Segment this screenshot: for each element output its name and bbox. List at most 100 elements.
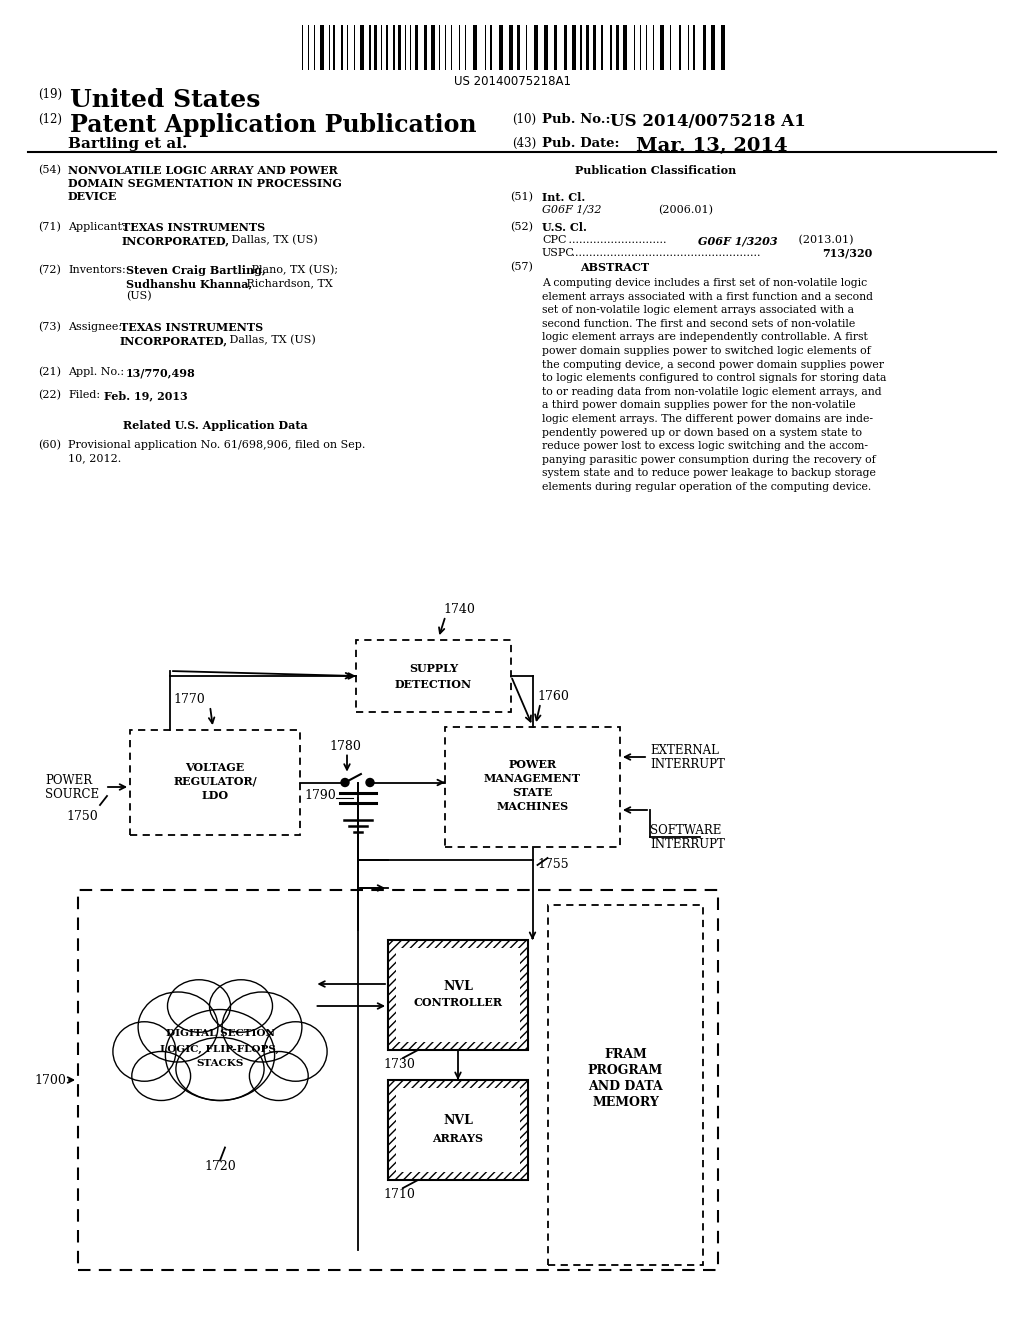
Text: Provisional application No. 61/698,906, filed on Sep.: Provisional application No. 61/698,906, … xyxy=(68,440,366,450)
Text: INCORPORATED,: INCORPORATED, xyxy=(122,235,230,246)
Text: (10): (10) xyxy=(512,114,537,125)
Text: EXTERNAL: EXTERNAL xyxy=(650,743,719,756)
Bar xyxy=(721,25,725,70)
Bar xyxy=(593,25,596,70)
Bar xyxy=(616,25,618,70)
Bar xyxy=(78,890,718,1270)
Text: ABSTRACT: ABSTRACT xyxy=(581,261,649,273)
Ellipse shape xyxy=(113,1022,176,1081)
Ellipse shape xyxy=(176,1038,264,1101)
Text: US 20140075218A1: US 20140075218A1 xyxy=(454,75,570,88)
Text: TEXAS INSTRUMENTS: TEXAS INSTRUMENTS xyxy=(120,322,263,333)
Text: CONTROLLER: CONTROLLER xyxy=(414,997,503,1007)
Text: (2006.01): (2006.01) xyxy=(658,205,713,215)
Text: 1730: 1730 xyxy=(383,1059,415,1071)
Text: A computing device includes a first set of non-volatile logic
element arrays ass: A computing device includes a first set … xyxy=(542,279,887,492)
Bar xyxy=(692,25,695,70)
Text: G06F 1/3203: G06F 1/3203 xyxy=(698,235,777,246)
Bar xyxy=(525,25,527,70)
Text: 10, 2012.: 10, 2012. xyxy=(68,453,121,463)
Ellipse shape xyxy=(250,1052,308,1101)
Text: Assignee:: Assignee: xyxy=(68,322,122,333)
Bar xyxy=(534,25,538,70)
Circle shape xyxy=(366,779,374,787)
Bar xyxy=(445,727,620,847)
Text: SUPPLY: SUPPLY xyxy=(409,664,458,675)
Bar xyxy=(319,25,324,70)
Bar xyxy=(652,25,654,70)
Text: NONVOLATILE LOGIC ARRAY AND POWER: NONVOLATILE LOGIC ARRAY AND POWER xyxy=(68,165,338,176)
Circle shape xyxy=(341,779,349,787)
Bar xyxy=(341,25,342,70)
Text: DIGITAL SECTION: DIGITAL SECTION xyxy=(166,1028,274,1038)
Bar xyxy=(600,25,603,70)
Text: US 2014/0075218 A1: US 2014/0075218 A1 xyxy=(610,114,806,129)
Bar xyxy=(703,25,706,70)
Ellipse shape xyxy=(264,1022,327,1081)
Text: DOMAIN SEGMENTATION IN PROCESSING: DOMAIN SEGMENTATION IN PROCESSING xyxy=(68,178,342,189)
Text: (21): (21) xyxy=(38,367,61,378)
Text: Applicant:: Applicant: xyxy=(68,222,126,232)
Bar xyxy=(356,640,511,711)
Bar xyxy=(130,730,300,836)
Text: U.S. Cl.: U.S. Cl. xyxy=(542,222,587,234)
Text: (57): (57) xyxy=(510,261,532,272)
Text: CPC: CPC xyxy=(542,235,566,246)
Ellipse shape xyxy=(138,993,218,1063)
Bar xyxy=(509,25,512,70)
Ellipse shape xyxy=(210,979,272,1032)
Text: POWER: POWER xyxy=(509,759,557,770)
Bar xyxy=(517,25,519,70)
Bar xyxy=(660,25,664,70)
Bar xyxy=(388,940,528,1049)
Text: Feb. 19, 2013: Feb. 19, 2013 xyxy=(104,389,187,401)
Bar xyxy=(586,25,589,70)
Bar xyxy=(459,25,460,70)
Text: (2013.01): (2013.01) xyxy=(795,235,853,246)
Text: 13/770,498: 13/770,498 xyxy=(126,367,196,378)
Text: Pub. Date:: Pub. Date: xyxy=(542,137,620,150)
Text: REGULATOR/: REGULATOR/ xyxy=(173,776,257,787)
Text: POWER: POWER xyxy=(45,774,92,787)
Text: Int. Cl.: Int. Cl. xyxy=(542,191,586,203)
Bar xyxy=(392,25,395,70)
Text: (22): (22) xyxy=(38,389,61,400)
Text: Steven Craig Bartling,: Steven Craig Bartling, xyxy=(126,265,266,276)
Text: 1760: 1760 xyxy=(538,690,569,704)
Text: MACHINES: MACHINES xyxy=(497,800,568,812)
Bar xyxy=(386,25,387,70)
Text: 1780: 1780 xyxy=(329,739,360,752)
Text: Appl. No.:: Appl. No.: xyxy=(68,367,124,378)
Text: (52): (52) xyxy=(510,222,534,232)
Text: 1790: 1790 xyxy=(304,789,336,803)
Bar xyxy=(571,25,575,70)
Text: 1700: 1700 xyxy=(34,1073,66,1086)
Text: Mar. 13, 2014: Mar. 13, 2014 xyxy=(636,137,787,154)
Text: NVL: NVL xyxy=(443,1114,473,1127)
Text: Dallas, TX (US): Dallas, TX (US) xyxy=(226,335,315,346)
Text: (19): (19) xyxy=(38,88,62,102)
Text: (US): (US) xyxy=(126,290,152,301)
Text: ARRAYS: ARRAYS xyxy=(432,1133,483,1143)
Bar xyxy=(544,25,548,70)
Bar xyxy=(424,25,427,70)
Bar xyxy=(484,25,486,70)
Text: Filed:: Filed: xyxy=(68,389,100,400)
Text: INTERRUPT: INTERRUPT xyxy=(650,837,725,850)
Bar xyxy=(333,25,335,70)
Bar xyxy=(329,25,330,70)
Bar xyxy=(623,25,627,70)
Bar xyxy=(398,25,400,70)
Text: TEXAS INSTRUMENTS: TEXAS INSTRUMENTS xyxy=(122,222,265,234)
Text: (72): (72) xyxy=(38,265,60,276)
Text: Patent Application Publication: Patent Application Publication xyxy=(70,114,476,137)
Text: STACKS: STACKS xyxy=(197,1060,244,1068)
Text: (60): (60) xyxy=(38,440,61,450)
Bar xyxy=(564,25,566,70)
Bar xyxy=(679,25,681,70)
Text: 1755: 1755 xyxy=(538,858,569,871)
Text: FRAM: FRAM xyxy=(604,1048,647,1061)
Text: INTERRUPT: INTERRUPT xyxy=(650,758,725,771)
Bar xyxy=(353,25,355,70)
Bar xyxy=(396,1088,520,1172)
